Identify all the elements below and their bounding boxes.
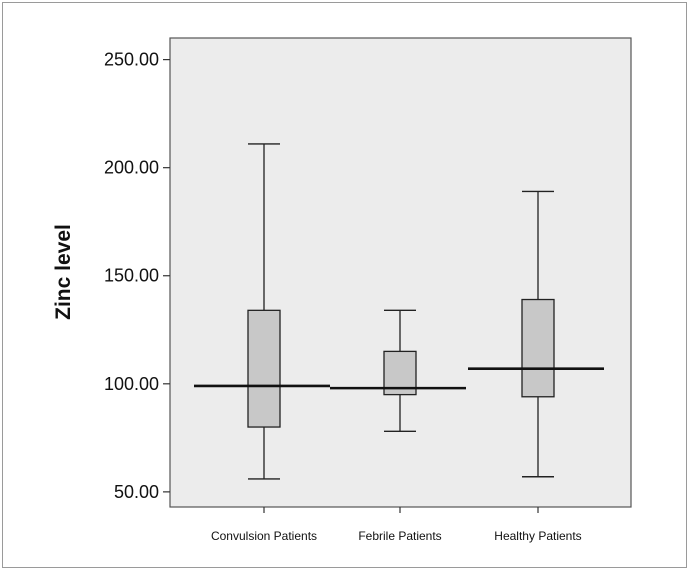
y-tick-label: 100.00 xyxy=(104,374,159,394)
y-tick-label: 50.00 xyxy=(114,482,159,502)
plot-area xyxy=(169,37,632,508)
y-axis: 50.00 100.00 150.00 200.00 250.00 xyxy=(104,50,170,502)
x-axis: Convulsion Patients Febrile Patients Healt… xyxy=(211,507,582,543)
box-2 xyxy=(330,309,466,433)
box-3 xyxy=(468,190,604,478)
x-category-label: Healthy Patients xyxy=(494,529,581,543)
x-category-label: Convulsion Patients xyxy=(211,529,317,543)
iqr-box xyxy=(521,298,555,398)
y-axis-title: Zinc level xyxy=(52,224,75,320)
y-tick-label: 150.00 xyxy=(104,266,159,286)
y-tick-label: 250.00 xyxy=(104,50,159,70)
boxes-layer xyxy=(194,143,604,480)
y-tick-label: 200.00 xyxy=(104,158,159,178)
x-category-label: Febrile Patients xyxy=(358,529,441,543)
box-1 xyxy=(194,143,330,480)
iqr-box xyxy=(247,309,281,428)
